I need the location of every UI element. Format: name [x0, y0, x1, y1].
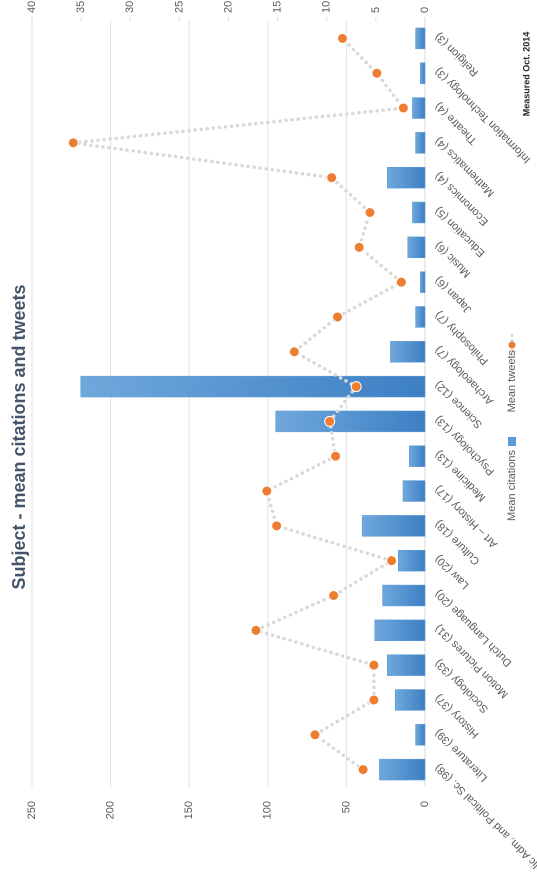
point	[368, 659, 380, 671]
point	[330, 450, 342, 462]
point	[386, 555, 398, 567]
y-tick-label: 100	[262, 801, 274, 819]
point	[357, 764, 369, 776]
rotated-chart: Subject - mean citations and tweets Meas…	[9, 1, 537, 874]
bar	[415, 306, 426, 328]
y-tick-label: 250	[26, 801, 38, 819]
point	[332, 311, 344, 323]
y-tick-label: 150	[183, 801, 195, 819]
point	[397, 102, 409, 114]
bar	[374, 619, 426, 642]
y2-tick-label: 10	[321, 1, 333, 13]
y2-tick-label: 25	[173, 1, 185, 13]
bar	[275, 410, 426, 433]
bar	[412, 201, 426, 224]
bar	[415, 132, 426, 154]
y2-tick-label: 30	[124, 1, 136, 13]
y2-tick-label: 15	[272, 1, 284, 13]
bar	[379, 758, 426, 781]
x-tick-label: Japan (6)	[433, 274, 474, 315]
y2-tick-label: 40	[26, 1, 38, 13]
y2-tick-label: 5	[370, 7, 382, 13]
legend-swatch	[508, 437, 516, 446]
point	[353, 241, 365, 253]
legend-swatch	[508, 341, 516, 349]
y2-tick-label: 0	[419, 7, 431, 13]
y-tick-label: 50	[340, 801, 352, 813]
y2-tick-label: 35	[75, 1, 87, 13]
x-tick-label: Art – History (17)	[433, 483, 500, 550]
x-tick-label: Psychology (13)	[433, 413, 497, 477]
legend-label: Mean citations	[506, 450, 518, 521]
y2-tick-label: 20	[222, 1, 234, 13]
bar	[407, 236, 426, 259]
point	[336, 32, 348, 44]
point	[309, 729, 321, 741]
bar	[415, 27, 426, 50]
bar	[420, 62, 426, 84]
bar	[361, 515, 426, 537]
bar	[402, 480, 426, 502]
bar	[398, 549, 426, 572]
point	[371, 67, 383, 79]
point	[395, 276, 407, 288]
point	[324, 415, 336, 427]
point	[67, 137, 79, 149]
bar	[80, 375, 426, 398]
y-tick-label: 0	[419, 801, 431, 807]
point	[271, 520, 283, 532]
point	[288, 346, 300, 358]
point	[250, 624, 262, 636]
point	[364, 207, 376, 218]
bar	[409, 445, 426, 467]
point	[261, 485, 273, 497]
bar	[415, 724, 426, 746]
bar	[420, 271, 426, 293]
chart-title: Subject - mean citations and tweets	[9, 284, 29, 589]
x-tick-label: Mathematics (4)	[433, 135, 497, 199]
point	[328, 590, 340, 601]
line	[73, 36, 407, 772]
bar	[394, 689, 426, 711]
bar	[412, 97, 426, 119]
bar	[387, 166, 426, 189]
bar	[387, 654, 426, 676]
point	[326, 172, 338, 184]
legend-label: Mean tweets	[506, 350, 518, 413]
point	[368, 694, 380, 706]
point	[350, 381, 362, 393]
bar	[390, 341, 426, 363]
bar	[382, 584, 426, 607]
annotation: Measured Oct. 2014	[521, 32, 531, 117]
y-tick-label: 200	[105, 801, 117, 819]
